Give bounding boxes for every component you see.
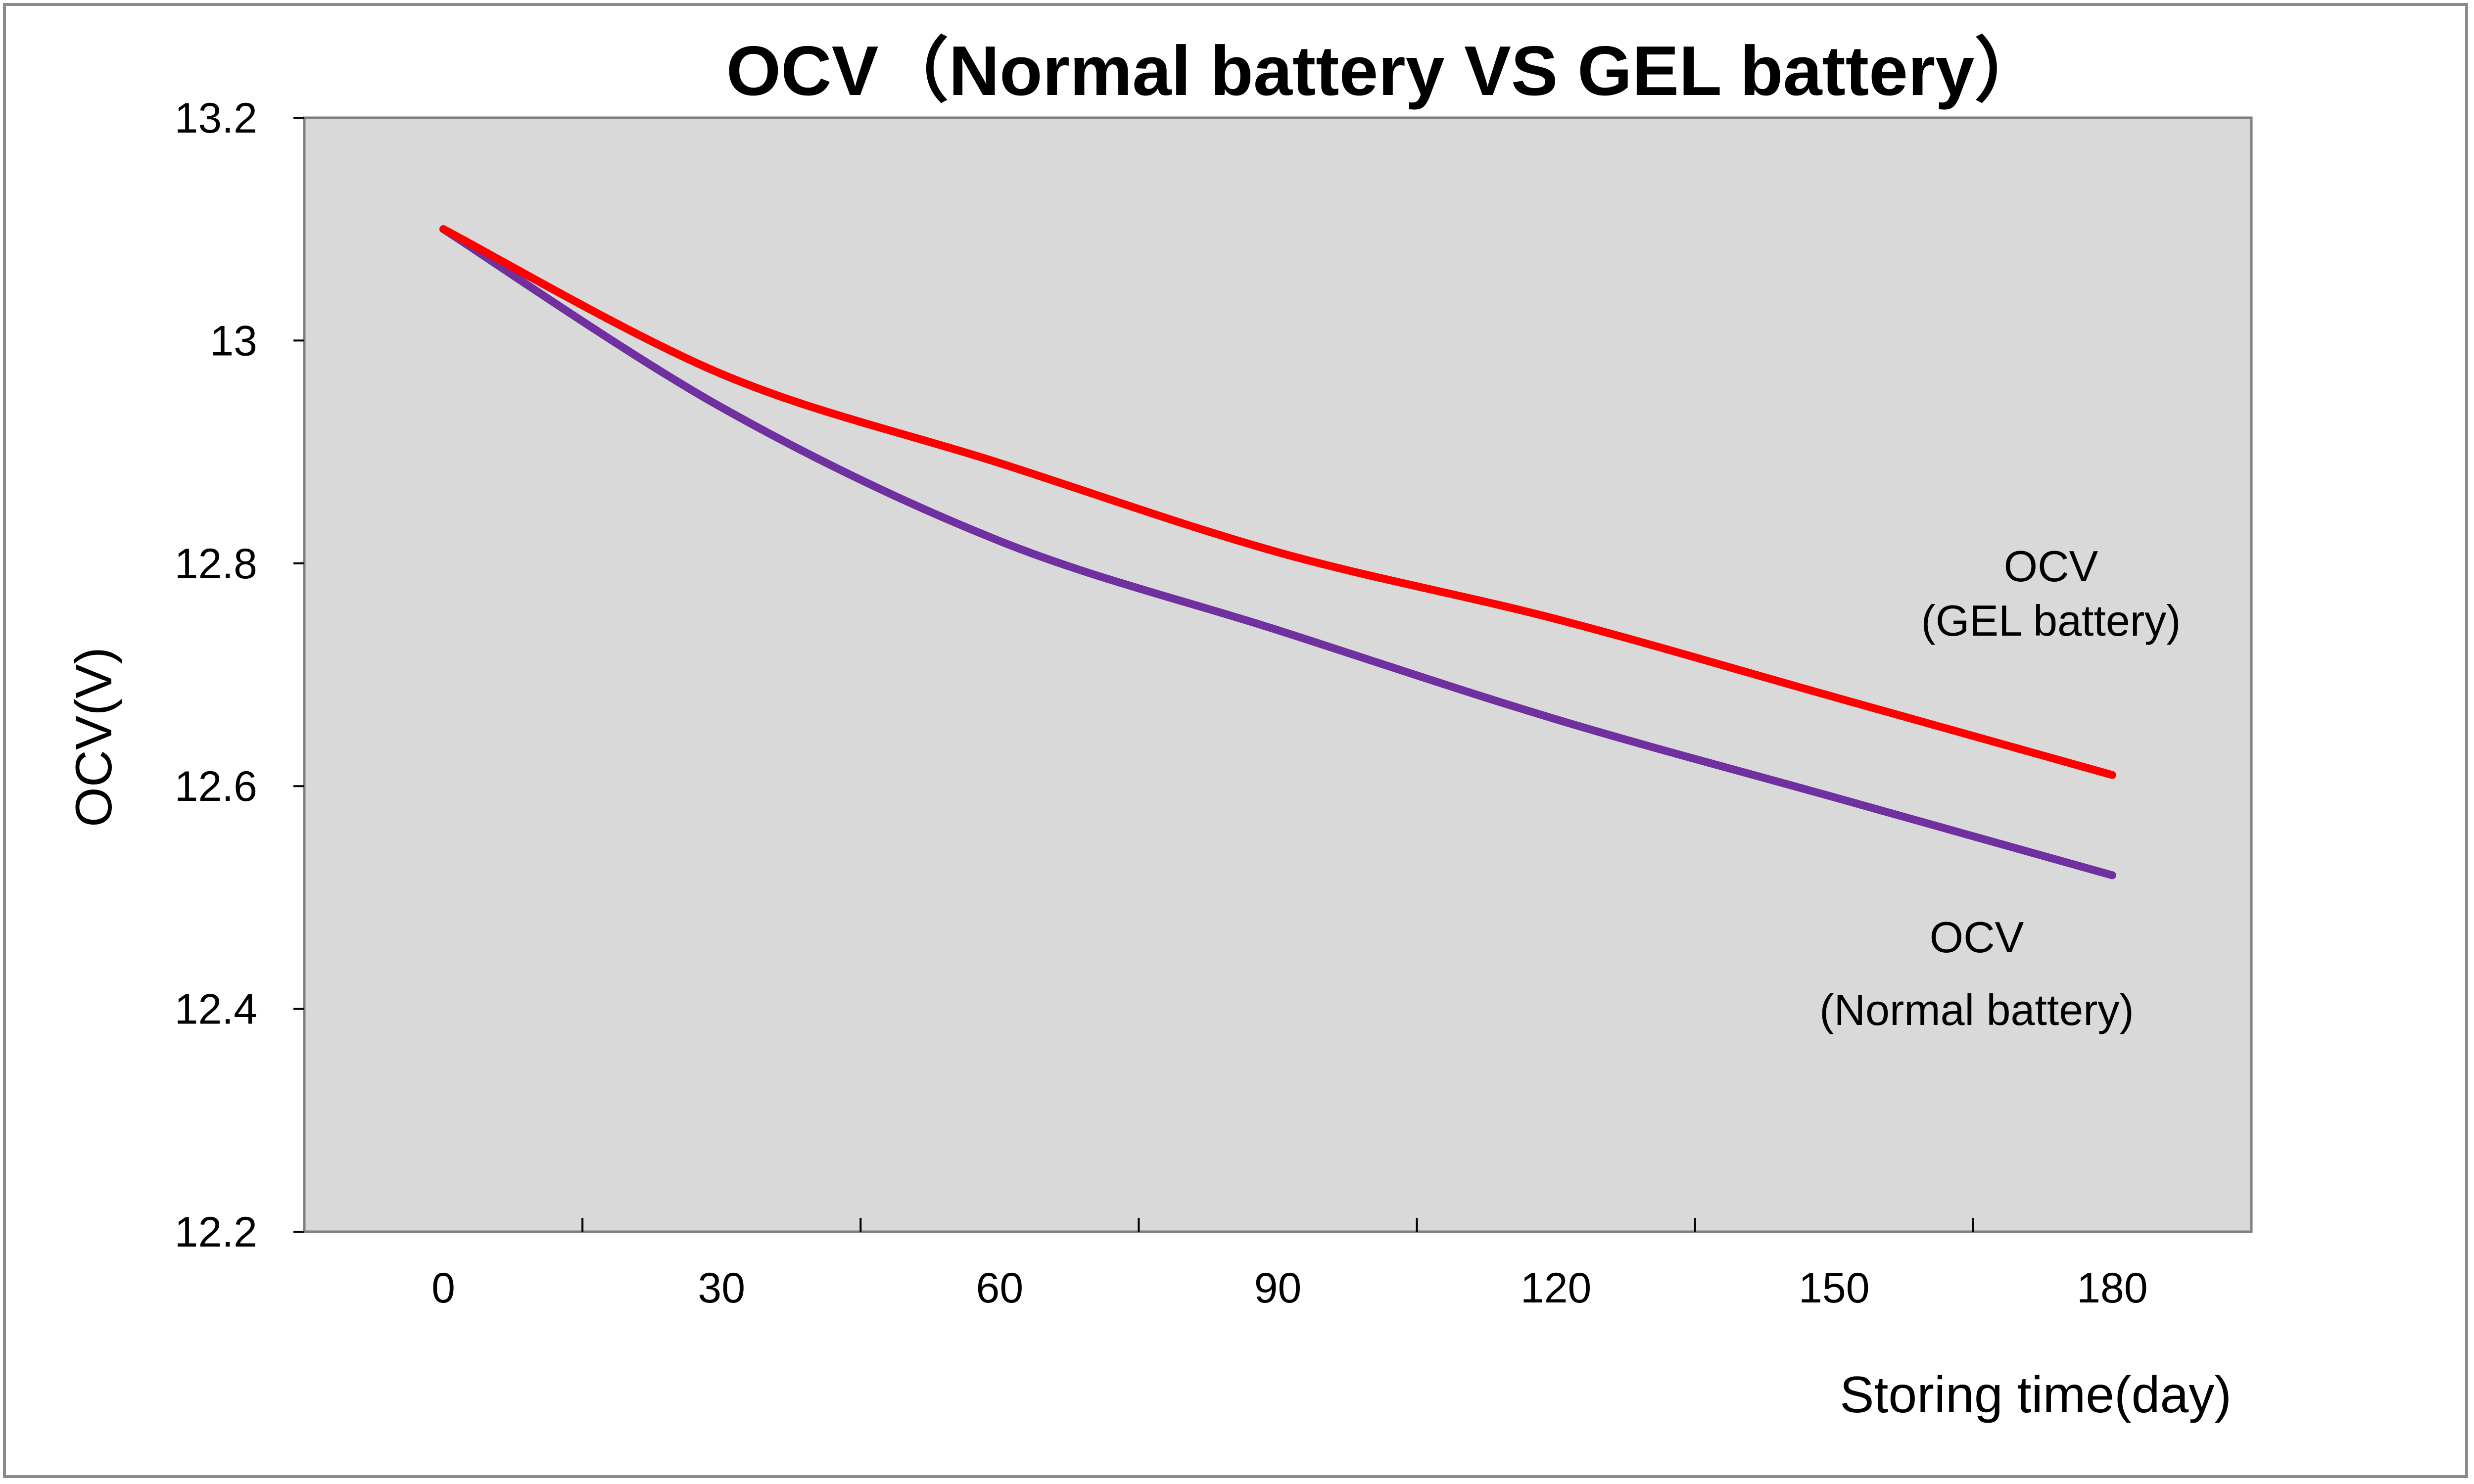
x-tick-label: 30 [698, 1264, 745, 1312]
x-tick-label: 0 [431, 1264, 455, 1312]
x-tick-label: 150 [1799, 1264, 1870, 1312]
x-tick-label: 60 [976, 1264, 1024, 1312]
series-layer [439, 225, 2116, 880]
series-line-gel [439, 225, 2116, 779]
plot-area [303, 116, 2253, 1233]
series-label-normal: OCV (Normal battery) [1819, 913, 2134, 1034]
series-label-gel-line1: OCV [2004, 542, 2098, 591]
y-tick-label: 13.2 [175, 94, 257, 142]
series-line-normal [439, 225, 2116, 880]
y-axis-title: OCV(V) [65, 647, 123, 827]
series-label-normal-line2: (Normal battery) [1819, 985, 2134, 1034]
series-label-gel-line2: (GEL battery) [1921, 596, 2181, 645]
y-tick-label: 13 [210, 317, 257, 365]
x-axis-title: Storing time(day) [1840, 1366, 2232, 1424]
series-label-normal-line1: OCV [1930, 913, 2024, 962]
y-tick-label: 12.6 [175, 763, 257, 810]
y-axis-ticks: 12.2 12.4 12.6 12.8 13 13.2 [175, 94, 304, 1256]
x-axis-ticks: 0 30 60 90 120 150 180 [431, 1218, 2148, 1312]
x-tick-label: 90 [1254, 1264, 1302, 1312]
y-tick-label: 12.2 [175, 1208, 257, 1256]
chart-title: OCV（Normal battery VS GEL battery） [726, 32, 2045, 110]
y-tick-label: 12.4 [175, 986, 257, 1033]
x-tick-label: 120 [1521, 1264, 1592, 1312]
y-tick-label: 12.8 [175, 540, 257, 588]
series-label-gel: OCV (GEL battery) [1921, 542, 2181, 645]
x-tick-label: 180 [2077, 1264, 2148, 1312]
